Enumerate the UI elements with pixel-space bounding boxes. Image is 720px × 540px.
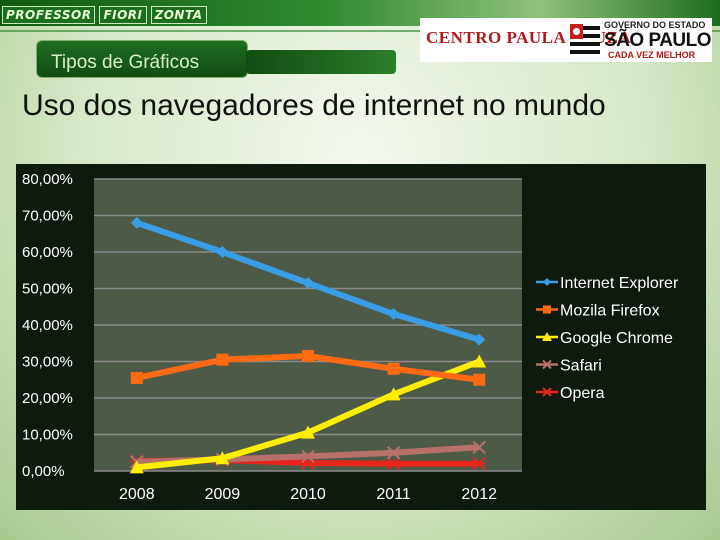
- page-title: Uso dos navegadores de internet no mundo: [22, 89, 606, 122]
- data-point-stroke: [542, 359, 552, 370]
- legend-label: Opera: [560, 385, 605, 402]
- data-point: [387, 362, 400, 375]
- series-internet-explorer: [130, 216, 486, 346]
- data-point: [302, 350, 314, 363]
- legend-item: Google Chrome: [536, 330, 673, 347]
- data-point: [473, 333, 486, 346]
- data-point: [472, 456, 486, 471]
- data-point: [215, 451, 230, 465]
- section-label-pill: Tipos de Gráficos: [36, 40, 248, 78]
- data-point: [302, 277, 314, 290]
- y-tick-label: 20,00%: [22, 390, 73, 407]
- x-tick-label: 2009: [205, 486, 241, 503]
- data-point: [472, 440, 486, 454]
- data-point: [472, 354, 487, 368]
- y-tick-label: 70,00%: [22, 208, 73, 225]
- chart-container: 0,00% 10,00% 20,00% 30,00% 40,00% 50,00% 60,00…: [16, 164, 706, 510]
- centro-paula-souza-logo: CENTRO PAULA SOUZA: [426, 28, 632, 47]
- data-point: [301, 449, 315, 464]
- data-point: [216, 353, 229, 366]
- data-point: [473, 373, 486, 386]
- decorative-bar: [246, 50, 396, 74]
- brand-word: ZONTA: [150, 6, 207, 24]
- brand-word: FIORI: [99, 6, 147, 24]
- data-point: [542, 359, 552, 370]
- legend-item: Safari: [536, 358, 602, 375]
- data-point-stroke: [472, 440, 486, 454]
- legend-label: Safari: [560, 358, 602, 375]
- x-tick-label: 2010: [290, 486, 326, 503]
- data-point: [387, 308, 400, 321]
- legend-label: Google Chrome: [560, 330, 673, 347]
- y-tick-label: 30,00%: [22, 354, 73, 371]
- data-point: [542, 332, 552, 341]
- legend-item: Opera: [536, 385, 605, 402]
- data-point: [386, 446, 401, 460]
- data-point: [543, 305, 551, 314]
- brand-word: PROFESSOR: [2, 6, 96, 24]
- y-tick-label: 40,00%: [22, 317, 73, 334]
- data-point: [301, 425, 315, 439]
- series-google-chrome: [129, 354, 487, 474]
- data-point: [386, 387, 401, 401]
- y-tick-label: 0,00%: [22, 463, 65, 480]
- sao-paulo-label: SÃO PAULO: [604, 30, 712, 51]
- decorative-line: [0, 30, 720, 32]
- data-point: [542, 387, 552, 397]
- legend-label: Internet Explorer: [560, 275, 679, 292]
- data-point: [130, 371, 143, 384]
- legend-item: Mozila Firefox: [536, 303, 660, 320]
- legend-item: Internet Explorer: [536, 275, 679, 292]
- data-point-stroke: [301, 449, 315, 464]
- x-tick-label: 2012: [461, 486, 497, 503]
- section-label: Tipos de Gráficos: [51, 52, 200, 73]
- slogan-label: CADA VEZ MELHOR: [608, 50, 696, 60]
- governo-label: GOVERNO DO ESTADO: [604, 20, 706, 30]
- x-tick-label: 2011: [376, 486, 411, 503]
- sao-paulo-flag-icon: [570, 24, 600, 54]
- data-point: [216, 246, 229, 258]
- data-point: [386, 456, 401, 471]
- brand-strip: PROFESSOR FIORI ZONTA: [0, 6, 207, 24]
- y-tick-label: 60,00%: [22, 244, 73, 261]
- y-tick-label: 50,00%: [22, 281, 73, 298]
- series-mozila-firefox: [130, 350, 486, 386]
- data-point: [543, 278, 551, 286]
- y-tick-label: 10,00%: [22, 427, 73, 444]
- logo-area: CENTRO PAULA SOUZA GOVERNO DO ESTADO SÃO…: [420, 18, 712, 62]
- legend-label: Mozila Firefox: [560, 303, 660, 320]
- data-point: [130, 216, 143, 229]
- data-point: [129, 460, 144, 474]
- line-chart: 0,00% 10,00% 20,00% 30,00% 40,00% 50,00% 60,00…: [22, 171, 679, 503]
- x-tick-label: 2008: [119, 486, 155, 503]
- y-tick-label: 80,00%: [22, 171, 73, 188]
- data-point-stroke: [386, 446, 401, 460]
